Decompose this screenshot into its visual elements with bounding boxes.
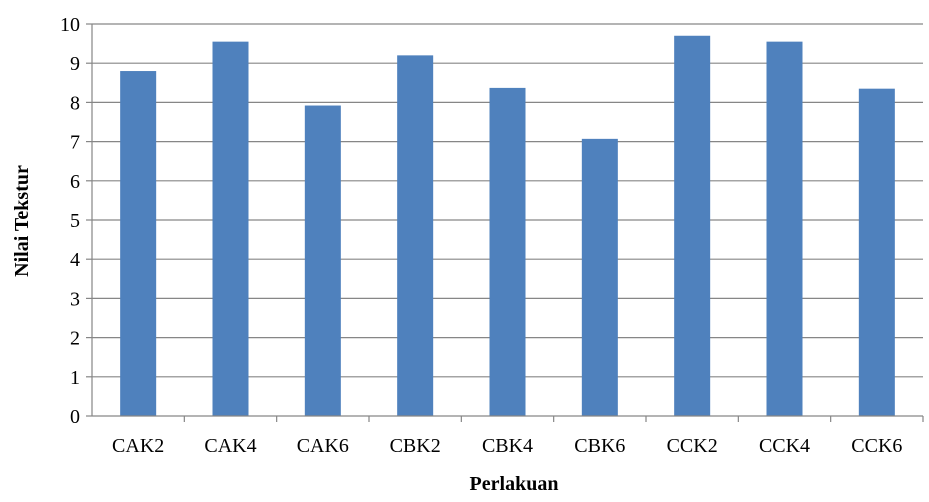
bar-cbk4	[489, 87, 526, 417]
bar-cck2	[674, 35, 711, 416]
bars	[120, 35, 895, 417]
bar-cak2	[120, 71, 157, 416]
y-tick-label: 3	[70, 288, 80, 310]
x-tick-label-cck4: CCK4	[759, 435, 810, 457]
x-tick-label-cbk6: CBK6	[574, 435, 625, 457]
bar-cck6	[858, 88, 895, 417]
x-tick-labels: CAK2 CAK4 CAK6 CBK2 CBK4 CBK6 CCK2 CCK4 CCK6	[112, 435, 902, 457]
y-tick-label: 1	[70, 367, 80, 389]
y-tick-label: 4	[70, 249, 80, 271]
y-tick-label: 6	[70, 171, 80, 193]
x-tick-label-cbk4: CBK4	[482, 435, 533, 457]
x-tick-label-cbk2: CBK2	[390, 435, 441, 457]
bar-cak6	[304, 105, 341, 416]
y-tick-label: 9	[70, 53, 80, 75]
y-tick-labels: 0 1 2 3 4 5 6 7 8 9 10	[60, 14, 80, 428]
y-tick-label: 5	[70, 210, 80, 232]
bar-cak4	[212, 41, 249, 416]
y-axis-title: Nilai Tekstur	[11, 165, 33, 277]
bar-cbk6	[581, 138, 618, 416]
bar-cbk2	[397, 55, 434, 417]
bar-cck4	[766, 41, 803, 416]
x-tick-label-cak2: CAK2	[112, 435, 164, 457]
y-tick-label: 10	[60, 14, 80, 36]
y-tick-label: 8	[70, 92, 80, 114]
x-axis-title: Perlakuan	[470, 473, 559, 495]
x-tick-label-cck2: CCK2	[667, 435, 718, 457]
y-tick-label: 7	[70, 132, 80, 154]
x-tick-label-cak4: CAK4	[204, 435, 256, 457]
x-tick-label-cck6: CCK6	[851, 435, 902, 457]
axes	[86, 23, 924, 422]
y-tick-label: 2	[70, 328, 80, 350]
x-tick-label-cak6: CAK6	[297, 435, 349, 457]
y-tick-label: 0	[70, 406, 80, 428]
